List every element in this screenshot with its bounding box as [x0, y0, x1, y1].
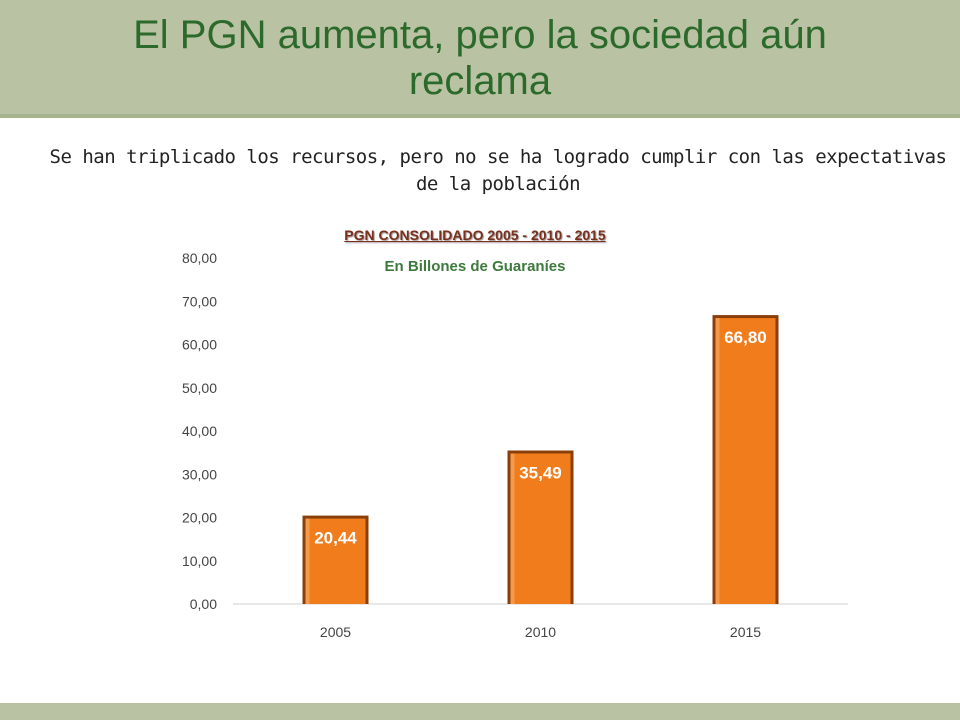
slide-title-line-2: reclama [408, 59, 552, 103]
x-tick-label: 2010 [525, 624, 556, 640]
chart-subtitle: En Billones de Guaraníes [384, 258, 566, 275]
y-tick-label: 70,00 [182, 293, 217, 309]
y-tick-label: 60,00 [182, 337, 217, 353]
bar [715, 318, 776, 604]
bar [305, 518, 366, 604]
title-band: El PGN aumenta, pero la sociedad aún rec… [0, 0, 960, 118]
bar-highlight [715, 318, 720, 604]
slide-title: El PGN aumenta, pero la sociedad aún rec… [60, 12, 900, 104]
slide-subtitle-line-2: de la población [415, 173, 581, 195]
y-tick-label: 80,00 [182, 250, 217, 266]
bar-data-label: 20,44 [314, 529, 357, 548]
slide-title-line-1: El PGN aumenta, pero la sociedad aún [133, 13, 827, 57]
bar-data-label: 66,80 [724, 328, 767, 347]
bar-highlight [305, 518, 310, 604]
bar-highlight [510, 453, 515, 604]
y-tick-label: 20,00 [182, 510, 217, 526]
x-tick-label: 2015 [730, 624, 761, 640]
y-tick-label: 30,00 [182, 466, 217, 482]
chart-title: PGN CONSOLIDADO 2005 - 2010 - 2015 [344, 227, 606, 243]
slide-subtitle: Se han triplicado los recursos, pero no … [40, 144, 956, 198]
slide-subtitle-line-1: Se han triplicado los recursos, pero no … [49, 146, 948, 168]
bar [510, 453, 571, 604]
y-tick-label: 40,00 [182, 423, 217, 439]
y-tick-label: 50,00 [182, 380, 217, 396]
bottom-band [0, 703, 960, 720]
x-tick-label: 2005 [320, 624, 351, 640]
y-tick-label: 0,00 [190, 596, 217, 612]
bar-data-label: 35,49 [519, 464, 562, 483]
y-tick-label: 10,00 [182, 553, 217, 569]
title-band-shadow [0, 114, 960, 118]
